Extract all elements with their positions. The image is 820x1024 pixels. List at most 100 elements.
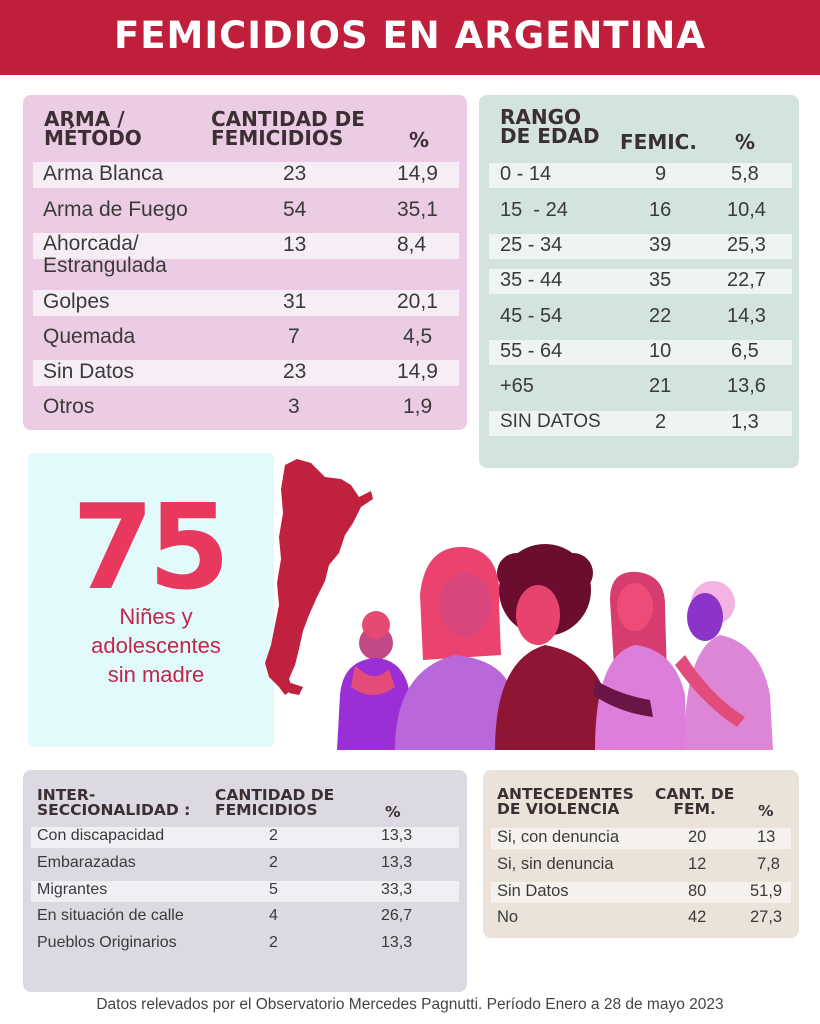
table-row: 45 - 54 22 14,3 — [489, 305, 792, 330]
row-count: 31 — [283, 290, 307, 313]
row-label: +65 — [500, 375, 534, 397]
row-count: 2 — [269, 854, 278, 871]
row-label: Arma Blanca — [43, 162, 164, 185]
ante-header-pct: % — [758, 802, 774, 820]
table-row: 35 - 44 35 22,7 — [489, 269, 792, 294]
row-label: Si, con denuncia — [497, 828, 620, 846]
row-label: Si, sin denuncia — [497, 855, 614, 873]
table-row: Sin Datos 23 14,9 — [33, 360, 459, 386]
row-count: 54 — [283, 198, 307, 221]
inter-header-cantidad-line2: FEMICIDIOS — [215, 800, 318, 819]
row-count: 7 — [288, 325, 300, 348]
table-row: Si, con denuncia 20 13 — [491, 828, 791, 849]
row-count: 5 — [269, 881, 278, 898]
inter-header-pct: % — [385, 803, 401, 821]
women-group-illustration — [337, 544, 773, 750]
huerfanos-caption-line1: Niñes y — [119, 604, 193, 629]
edad-header-femic: FEMIC. — [620, 130, 697, 154]
row-label: SIN DATOS — [500, 411, 601, 432]
row-percent: 1,9 — [403, 395, 433, 418]
ante-header-cantidad: CANT. DE FEM. — [655, 785, 735, 818]
row-label: 45 - 54 — [500, 305, 563, 327]
row-label: Embarazadas — [37, 854, 136, 871]
row-percent: 10,4 — [727, 199, 766, 221]
row-label: Golpes — [43, 290, 110, 313]
row-count: 21 — [649, 375, 672, 397]
row-label: Arma de Fuego — [43, 198, 188, 221]
row-percent: 35,1 — [397, 198, 438, 221]
ante-header-cantidad-line2: FEM. — [673, 799, 716, 818]
table-row: No 42 27,3 — [491, 908, 791, 929]
rango-edad-panel: RANGO DE EDAD FEMIC. % 0 - 14 9 5,8 15 -… — [479, 95, 799, 468]
table-row: Embarazadas 2 13,3 — [31, 854, 459, 875]
arma-header-cantidad-line1: CANTIDAD DE — [211, 107, 365, 131]
table-row: Pueblos Originarios 2 13,3 — [31, 934, 459, 955]
antecedentes-panel: ANTECEDENTES DE VIOLENCIA CANT. DE FEM. … — [483, 770, 799, 938]
row-percent: 13,3 — [381, 827, 413, 844]
table-row: 25 - 34 39 25,3 — [489, 234, 792, 259]
arma-header-line2: MÉTODO — [44, 126, 142, 150]
row-percent: 22,7 — [727, 269, 766, 291]
page-title: FEMICIDIOS EN ARGENTINA — [114, 14, 706, 57]
table-row: Sin Datos 80 51,9 — [491, 882, 791, 903]
interseccionalidad-panel: INTER- SECCIONALIDAD : CANTIDAD DE FEMIC… — [23, 770, 467, 992]
table-row: En situación de calle 4 26,7 — [31, 907, 459, 928]
edad-header-line2: DE EDAD — [500, 124, 600, 148]
inter-header-cantidad: CANTIDAD DE FEMICIDIOS — [215, 786, 335, 819]
arma-metodo-panel: ARMA / MÉTODO CANTIDAD DE FEMICIDIOS % A… — [23, 95, 467, 430]
row-label: 55 - 64 — [500, 340, 563, 362]
ante-header-line2: DE VIOLENCIA — [497, 799, 620, 818]
row-count: 4 — [269, 907, 278, 924]
ante-header-label: ANTECEDENTES DE VIOLENCIA — [497, 785, 634, 818]
inter-header-cantidad-line1: CANTIDAD DE — [215, 786, 335, 804]
table-row: Quemada 7 4,5 — [33, 325, 459, 351]
row-count: 20 — [688, 828, 707, 846]
row-percent: 7,8 — [757, 855, 780, 873]
huerfanos-card — [28, 453, 274, 747]
huerfanos-caption-line2: adolescentes — [91, 633, 221, 658]
title-banner: FEMICIDIOS EN ARGENTINA — [0, 0, 820, 75]
table-row: Arma Blanca 23 14,9 — [33, 162, 459, 188]
row-percent: 8,4 — [397, 233, 427, 256]
row-percent: 6,5 — [731, 340, 759, 362]
edad-header-label: RANGO DE EDAD — [500, 105, 600, 148]
row-percent: 13 — [757, 828, 776, 846]
row-label: No — [497, 908, 519, 926]
arma-header-pct: % — [409, 128, 430, 152]
row-count: 39 — [649, 234, 672, 256]
row-label: Sin Datos — [497, 882, 569, 900]
row-count: 2 — [655, 411, 667, 433]
row-percent: 20,1 — [397, 290, 438, 313]
row-percent: 13,3 — [381, 854, 413, 871]
row-label: 25 - 34 — [500, 234, 563, 256]
table-row: Otros 3 1,9 — [33, 395, 459, 421]
ante-header-line1: ANTECEDENTES — [497, 785, 634, 803]
table-row: 15 - 24 16 10,4 — [489, 199, 792, 224]
row-percent: 13,6 — [727, 375, 766, 397]
table-row: +65 21 13,6 — [489, 375, 792, 400]
table-row: Migrantes 5 33,3 — [31, 881, 459, 902]
table-row: Ahorcada/ Estrangulada 13 8,4 — [33, 232, 459, 277]
edad-header-line1: RANGO — [500, 105, 582, 129]
row-count: 35 — [649, 269, 672, 291]
row-label: 35 - 44 — [500, 269, 563, 291]
table-row: 0 - 14 9 5,8 — [489, 163, 792, 188]
huerfanos-caption: Niñes y adolescentes sin madre — [56, 602, 256, 689]
inter-header-label: INTER- SECCIONALIDAD : — [37, 787, 190, 817]
ante-header-cantidad-line1: CANT. DE — [655, 785, 735, 803]
row-label-line1: Ahorcada/ — [43, 232, 139, 255]
table-row: Arma de Fuego 54 35,1 — [33, 198, 459, 224]
row-label: Quemada — [43, 325, 136, 348]
row-count: 9 — [655, 163, 667, 185]
edad-header-pct: % — [735, 130, 756, 154]
arma-header-line1: ARMA / — [44, 107, 125, 131]
row-label: 15 - 24 — [500, 199, 568, 221]
row-count: 3 — [288, 395, 300, 418]
row-label: Pueblos Originarios — [37, 934, 177, 951]
row-percent: 51,9 — [750, 882, 783, 900]
row-count: 42 — [688, 908, 707, 926]
row-percent: 14,3 — [727, 305, 766, 327]
row-percent: 5,8 — [731, 163, 759, 185]
row-percent: 4,5 — [403, 325, 433, 348]
huerfanos-caption-line3: sin madre — [107, 662, 205, 687]
